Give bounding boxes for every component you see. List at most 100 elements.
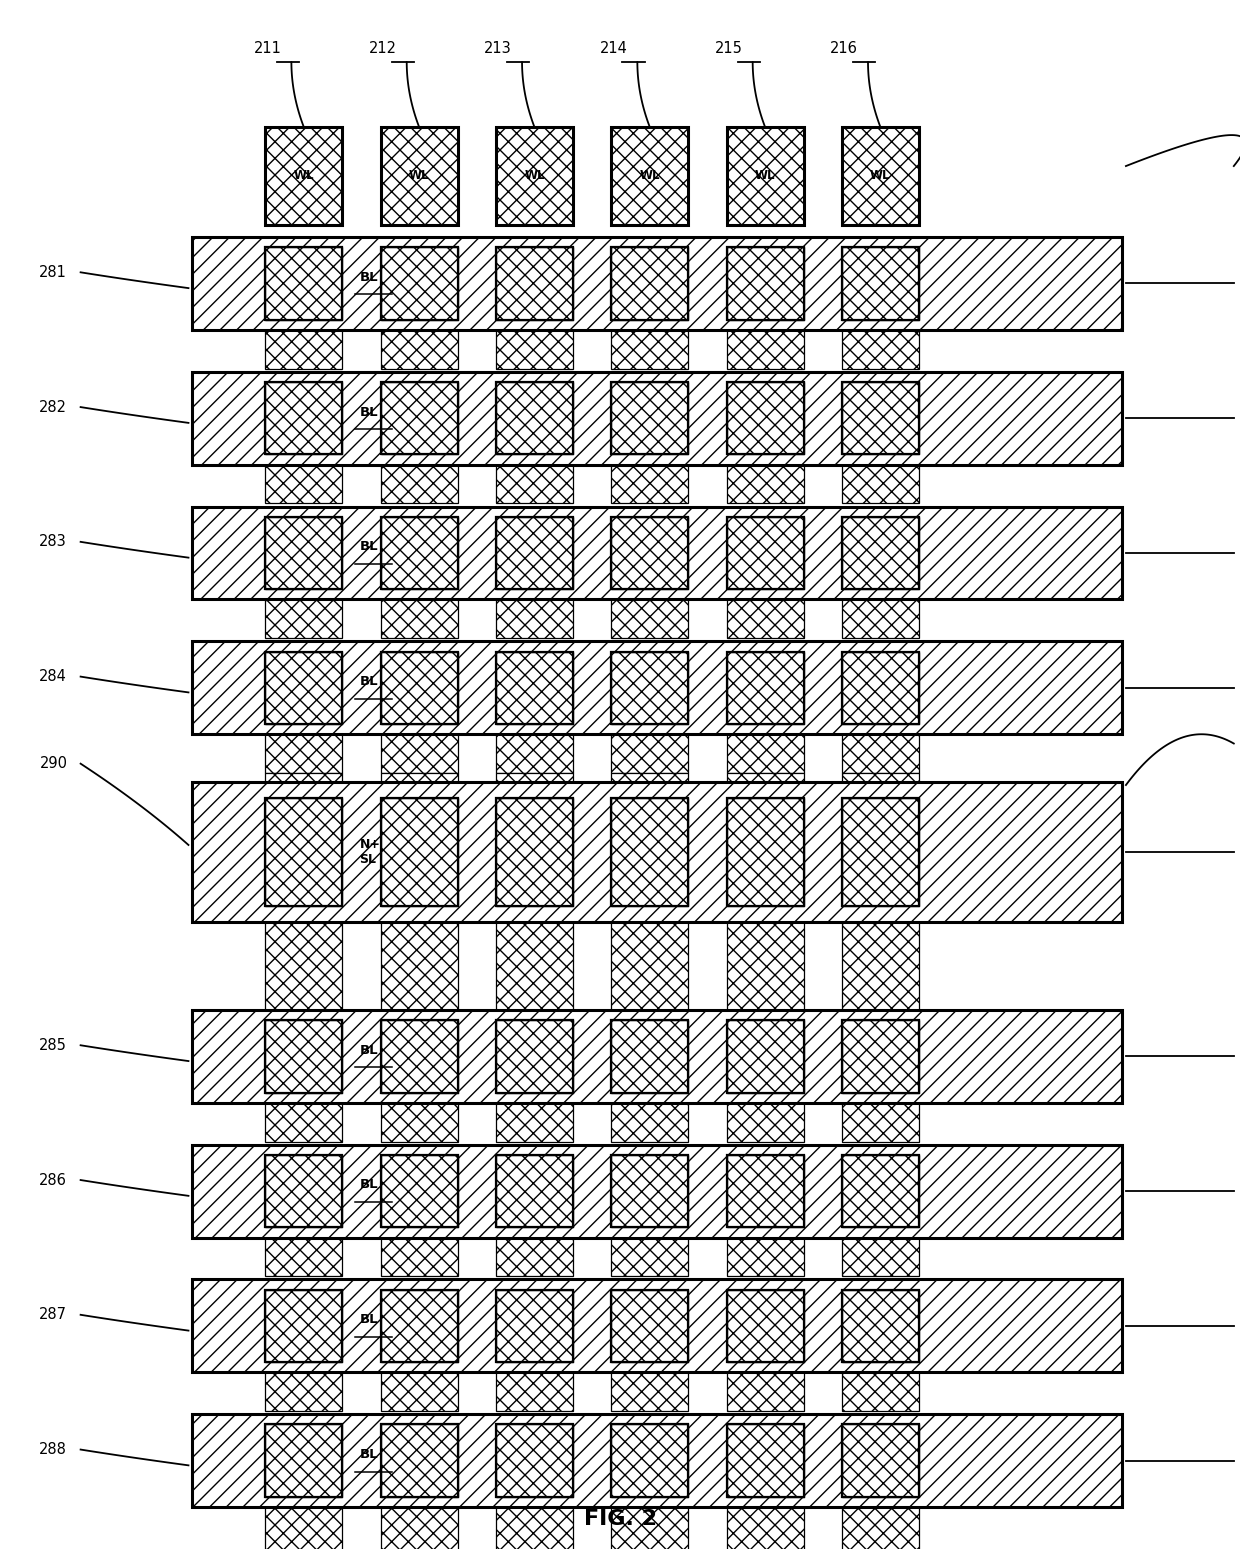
Bar [727,1103,804,1142]
Bar [842,652,919,723]
Bar [381,383,458,454]
Bar [496,1238,573,1276]
Bar [381,127,458,225]
Bar [192,507,1122,599]
Bar [265,1425,342,1496]
Bar [842,1372,919,1411]
Bar [611,1021,688,1092]
Bar [727,1290,804,1362]
Bar [727,1507,804,1549]
Bar [381,734,458,773]
Bar [192,1414,1122,1507]
Bar [192,237,1122,330]
Bar [842,1021,919,1092]
Bar [611,1372,688,1411]
Bar [496,599,573,638]
Bar [611,1156,688,1227]
Bar [496,127,573,225]
Bar [381,1290,458,1362]
Bar [727,248,804,319]
Bar [842,1425,919,1496]
Bar [611,1425,688,1496]
Bar [727,383,804,454]
Bar [496,1507,573,1549]
Bar [842,798,919,906]
Bar [842,1290,919,1362]
Text: N+
SL: N+ SL [360,838,381,866]
Bar [265,734,342,773]
Text: 286: 286 [40,1173,67,1188]
Bar [192,1010,1122,1103]
Bar [727,517,804,589]
Text: 288: 288 [40,1442,67,1458]
Bar [842,1156,919,1227]
Bar [842,599,919,638]
Bar [192,641,1122,734]
Bar [265,1156,342,1227]
Bar [381,1156,458,1227]
Text: 284: 284 [40,669,67,685]
Bar [265,773,342,782]
Bar [496,922,573,1010]
Bar [842,248,919,319]
Bar [381,1425,458,1496]
Bar [192,782,1122,922]
Text: WL: WL [870,169,890,183]
Bar [496,517,573,589]
Bar [611,734,688,773]
Text: 215: 215 [715,40,743,56]
Bar [192,782,1122,922]
Bar [727,1425,804,1496]
Bar [381,248,458,319]
Text: BL: BL [360,1314,378,1326]
Bar [611,248,688,319]
Bar [265,1290,342,1362]
Bar [496,465,573,503]
Text: 290: 290 [40,756,68,771]
Bar [265,1021,342,1092]
Bar [611,383,688,454]
Bar [381,773,458,782]
Bar [727,127,804,225]
Bar [381,383,458,454]
Bar [265,1507,342,1549]
Bar [611,517,688,589]
Bar [381,465,458,503]
Bar [842,1290,919,1362]
Bar [611,652,688,723]
Bar [496,1290,573,1362]
Bar [727,1425,804,1496]
Bar [496,330,573,369]
Bar [842,1238,919,1276]
Bar [496,517,573,589]
Text: BL: BL [360,1179,378,1191]
Bar [611,1507,688,1549]
Bar [611,599,688,638]
Bar [496,1425,573,1496]
Bar [611,922,688,1010]
Bar [611,1425,688,1496]
Text: BL: BL [360,271,378,283]
Bar [265,922,342,1010]
Bar [265,383,342,454]
Bar [381,1290,458,1362]
Bar [381,599,458,638]
Bar [611,1290,688,1362]
Bar [265,517,342,589]
Bar [842,1507,919,1549]
Bar [265,127,342,225]
Bar [842,127,919,225]
Bar [265,1103,342,1142]
Bar [611,798,688,906]
Bar [265,1238,342,1276]
Bar [842,517,919,589]
Bar [265,383,342,454]
Bar [496,248,573,319]
Text: WL: WL [525,169,544,183]
Bar [727,248,804,319]
Bar [611,330,688,369]
Text: WL: WL [755,169,775,183]
Bar [727,1021,804,1092]
Bar [611,517,688,589]
Bar [842,1021,919,1092]
